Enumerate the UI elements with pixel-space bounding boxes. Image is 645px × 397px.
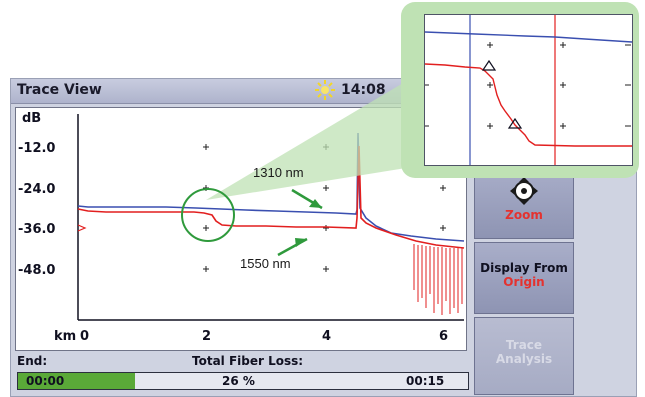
zoom-button[interactable]: Zoom xyxy=(474,167,574,239)
label-1550nm: 1550 nm xyxy=(240,256,291,271)
launch-marker xyxy=(77,224,87,232)
total-fiber-loss-label: Total Fiber Loss: xyxy=(192,354,304,368)
zoom-label: Zoom xyxy=(505,208,543,222)
x-tick-label: 0 xyxy=(80,329,89,344)
status-panel: End: Total Fiber Loss: 00:00 26 % 00:15 xyxy=(15,352,471,394)
total-time: 00:15 xyxy=(406,374,445,388)
trace-1550nm xyxy=(77,145,465,249)
highlight-circle xyxy=(181,188,235,242)
y-tick-label: -36.0 xyxy=(18,222,55,237)
acquisition-progress-bar: 00:00 26 % 00:15 xyxy=(17,372,469,390)
inset-trace-1310nm xyxy=(425,31,632,43)
display-from-origin-button[interactable]: Display From Origin xyxy=(474,242,574,314)
display-from-label: Display From xyxy=(480,261,568,275)
inset-event-marker-1 xyxy=(481,59,497,71)
callout-wedge xyxy=(206,70,425,200)
label-1310nm: 1310 nm xyxy=(253,165,304,180)
y-tick-label: -48.0 xyxy=(18,263,55,278)
y-tick-label: -24.0 xyxy=(18,182,55,197)
zoom-inset xyxy=(424,14,633,166)
inset-event-marker-2 xyxy=(507,117,523,129)
analysis-label: Analysis xyxy=(495,352,553,366)
trace-analysis-button[interactable]: Trace Analysis xyxy=(474,317,574,395)
x-tick-label: 6 xyxy=(439,329,448,344)
x-unit-label: km xyxy=(54,329,76,344)
trace-label: Trace xyxy=(505,338,543,352)
y-unit-label: dB xyxy=(22,111,41,126)
y-tick-label: -12.0 xyxy=(18,141,55,156)
progress-percent: 26 % xyxy=(222,374,255,388)
trace-1550nm-noise xyxy=(413,244,463,315)
origin-label: Origin xyxy=(503,275,545,289)
sun-icon xyxy=(315,80,335,100)
clock: 14:08 xyxy=(341,82,386,98)
zoom-icon xyxy=(510,177,538,205)
x-tick-label: 4 xyxy=(322,329,331,344)
inset-grid-markers xyxy=(425,42,631,129)
inset-trace-1550nm xyxy=(425,63,632,147)
progress-fill xyxy=(18,373,135,389)
x-tick-label: 2 xyxy=(202,329,211,344)
end-label: End: xyxy=(17,354,48,368)
window-title: Trace View xyxy=(17,82,102,98)
elapsed-time: 00:00 xyxy=(26,374,65,388)
